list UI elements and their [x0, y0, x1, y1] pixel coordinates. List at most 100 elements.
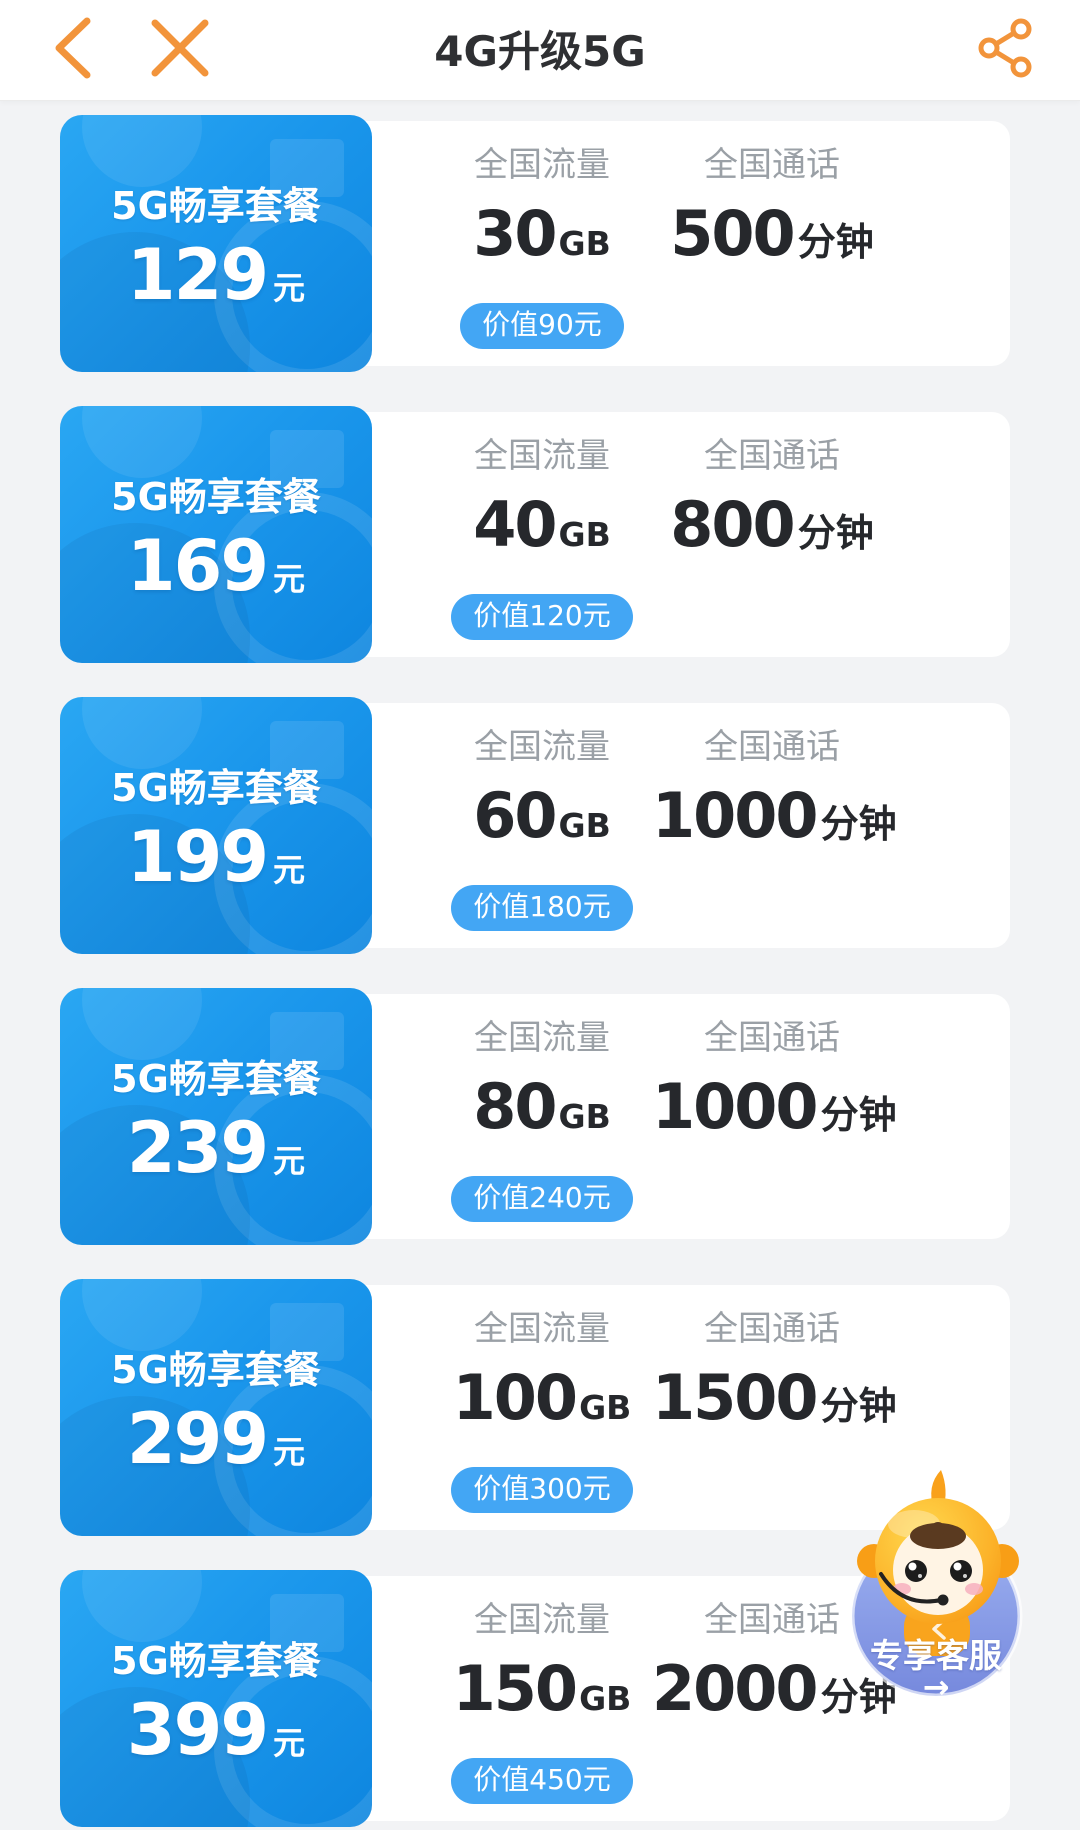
plan-details: 全国流量 100GB 价值300元 全国通话 1500 分钟: [372, 1285, 1010, 1513]
plan-row[interactable]: 5G畅享套餐 399 元 全国流量 150GB 价值450元 全国通话 2000 分…: [60, 1570, 1010, 1827]
plan-price-unit: 元: [273, 1142, 306, 1180]
data-label: 全国流量: [474, 727, 610, 767]
call-label: 全国通话: [704, 1600, 840, 1640]
plan-name: 5G畅享套餐: [111, 475, 321, 519]
value-badge: 价值450元: [451, 1758, 633, 1804]
plan-price-card: 5G畅享套餐 299 元: [60, 1279, 372, 1536]
plan-price-card: 5G畅享套餐 129 元: [60, 115, 372, 372]
plan-details: 全国流量 40GB 价值120元 全国通话 800 分钟: [372, 412, 1010, 640]
back-button[interactable]: [38, 0, 108, 100]
call-label: 全国通话: [704, 436, 840, 476]
plan-price-value: 199: [126, 816, 269, 898]
plan-price-card: 5G畅享套餐 169 元: [60, 406, 372, 663]
value-badge: 价值240元: [451, 1176, 633, 1222]
call-unit: 分钟: [820, 1675, 897, 1719]
data-amount: 80: [473, 1070, 557, 1143]
decor-bar: [270, 430, 344, 488]
call-label: 全国通话: [704, 1309, 840, 1349]
decor-circle: [82, 406, 202, 478]
call-value: 1000 分钟: [652, 779, 897, 869]
plan-row[interactable]: 5G畅享套餐 169 元 全国流量 40GB 价值120元 全国通话 800 分钟: [60, 406, 1010, 663]
data-column: 全国流量 60GB 价值180元: [432, 727, 652, 931]
data-value: 150GB: [432, 1652, 652, 1742]
call-label: 全国通话: [704, 727, 840, 767]
decor-circle: [82, 697, 202, 769]
decor-circle: [82, 115, 202, 187]
decor-bar: [270, 1594, 344, 1652]
customer-service-button[interactable]: 专享客服 →: [848, 1466, 1028, 1728]
data-amount: 100: [452, 1361, 578, 1434]
plan-name: 5G畅享套餐: [111, 184, 321, 228]
data-value: 80GB: [432, 1070, 652, 1160]
data-value: 30GB: [432, 197, 652, 287]
share-nodes-icon: [975, 18, 1035, 82]
arrow-right-icon: →: [922, 1668, 950, 1706]
decor-bar: [270, 1012, 344, 1070]
plan-name: 5G畅享套餐: [111, 766, 321, 810]
data-unit: GB: [558, 515, 611, 554]
plan-row[interactable]: 5G畅享套餐 239 元 全国流量 80GB 价值240元 全国通话 1000 分钟: [60, 988, 1010, 1245]
plan-price-value: 129: [126, 234, 269, 316]
call-amount: 1000: [652, 1070, 819, 1143]
plan-price: 399 元: [60, 1688, 372, 1791]
data-column: 全国流量 30GB 价值90元: [432, 145, 652, 349]
share-button[interactable]: [960, 0, 1050, 100]
data-unit: GB: [558, 224, 611, 263]
plan-details: 全国流量 80GB 价值240元 全国通话 1000 分钟: [372, 994, 1010, 1222]
plan-price-unit: 元: [273, 1724, 306, 1762]
data-label: 全国流量: [474, 1600, 610, 1640]
plan-price-card: 5G畅享套餐 399 元: [60, 1570, 372, 1827]
data-amount: 60: [473, 779, 557, 852]
plan-price-value: 399: [126, 1689, 269, 1771]
call-column: 全国通话 2000 分钟: [652, 1600, 897, 1804]
data-unit: GB: [579, 1679, 632, 1718]
value-badge: 价值180元: [451, 885, 633, 931]
decor-circle: [82, 1279, 202, 1351]
call-value: 1000 分钟: [652, 1070, 897, 1160]
call-column: 全国通话 800 分钟: [652, 436, 892, 640]
close-button[interactable]: [130, 0, 230, 100]
chevron-left-icon: [51, 17, 95, 83]
close-icon: [149, 17, 211, 83]
plan-price: 199 元: [60, 815, 372, 918]
call-amount: 2000: [652, 1652, 819, 1725]
plan-row[interactable]: 5G畅享套餐 199 元 全国流量 60GB 价值180元 全国通话 1000 分钟: [60, 697, 1010, 954]
data-value: 60GB: [432, 779, 652, 869]
plan-price-unit: 元: [273, 269, 306, 307]
data-label: 全国流量: [474, 1018, 610, 1058]
plan-price-card: 5G畅享套餐 199 元: [60, 697, 372, 954]
data-value: 100GB: [432, 1361, 652, 1451]
decor-circle: [82, 988, 202, 1060]
call-value: 500 分钟: [652, 197, 892, 287]
customer-service-label: 专享客服: [870, 1636, 1002, 1675]
value-badge: 价值300元: [451, 1467, 633, 1513]
decor-bar: [270, 721, 344, 779]
plan-price-unit: 元: [273, 1433, 306, 1471]
data-value: 40GB: [432, 488, 652, 578]
plan-name: 5G畅享套餐: [111, 1348, 321, 1392]
call-unit: 分钟: [797, 511, 874, 555]
plan-row[interactable]: 5G畅享套餐 129 元 全国流量 30GB 价值90元 全国通话 500 分钟: [60, 115, 1010, 372]
data-amount: 40: [473, 488, 557, 561]
plan-price-unit: 元: [273, 560, 306, 598]
data-label: 全国流量: [474, 1309, 610, 1349]
data-unit: GB: [558, 1097, 611, 1136]
plan-price-value: 299: [126, 1398, 269, 1480]
data-unit: GB: [579, 1388, 632, 1427]
call-unit: 分钟: [820, 802, 897, 846]
page-title: 4G升级5G: [434, 27, 646, 76]
call-value: 1500 分钟: [652, 1361, 897, 1451]
call-label: 全国通话: [704, 145, 840, 185]
data-column: 全国流量 80GB 价值240元: [432, 1018, 652, 1222]
data-column: 全国流量 100GB 价值300元: [432, 1309, 652, 1513]
plan-price-value: 169: [126, 525, 269, 607]
call-amount: 800: [670, 488, 795, 561]
decor-bar: [270, 139, 344, 197]
plan-row[interactable]: 5G畅享套餐 299 元 全国流量 100GB 价值300元 全国通话 1500 分…: [60, 1279, 1010, 1536]
plan-details: 全国流量 150GB 价值450元 全国通话 2000 分钟: [372, 1576, 1010, 1804]
call-value: 2000 分钟: [652, 1652, 897, 1742]
decor-circle: [82, 1570, 202, 1642]
data-label: 全国流量: [474, 436, 610, 476]
call-column: 全国通话 1000 分钟: [652, 727, 897, 931]
call-column: 全国通话 500 分钟: [652, 145, 892, 349]
